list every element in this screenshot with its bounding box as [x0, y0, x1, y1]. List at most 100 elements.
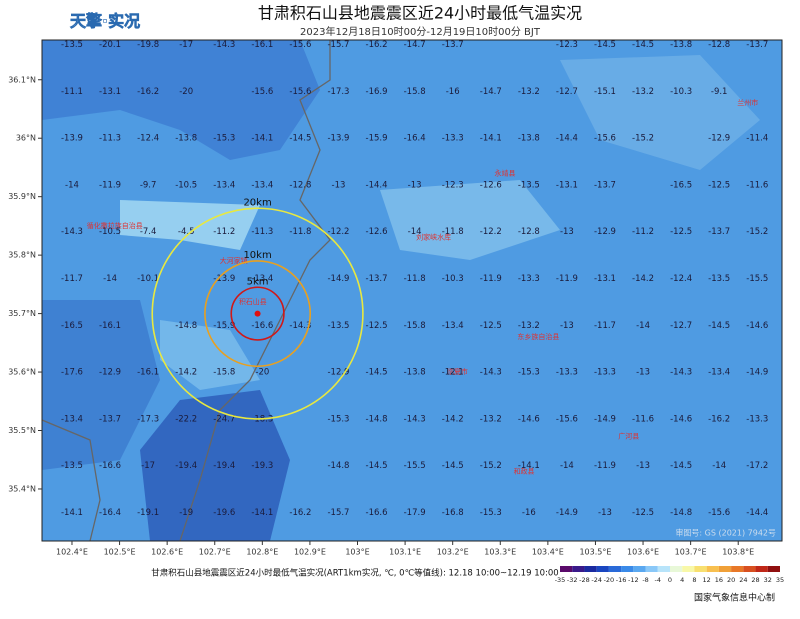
temperature-value: -16.1 — [99, 321, 121, 331]
temperature-value: -12.8 — [289, 180, 311, 190]
temperature-value: -16.6 — [366, 508, 388, 518]
x-tick-label: 102.6°E — [151, 548, 183, 557]
temperature-value: -10.5 — [99, 227, 121, 237]
colorbar-label: -16 — [616, 576, 627, 584]
temperature-value: -10.5 — [175, 180, 197, 190]
temperature-value: -13.3 — [556, 368, 578, 378]
distance-ring — [204, 260, 312, 368]
temperature-value: -15.7 — [327, 40, 349, 50]
temperature-value: -12.3 — [556, 40, 578, 50]
temperature-value: -16 — [522, 508, 536, 518]
colorbar-segment — [608, 566, 622, 572]
x-tick-label: 103.4°E — [532, 548, 564, 557]
x-tick-label: 103.3°E — [484, 548, 516, 557]
temperature-value: -13.7 — [99, 414, 121, 424]
temperature-value: -11.9 — [99, 180, 121, 190]
temperature-value: -16.2 — [289, 508, 311, 518]
temperature-value: -14.1 — [61, 508, 83, 518]
temperature-value: -14 — [712, 461, 726, 471]
temperature-value: -16.1 — [251, 40, 273, 50]
temperature-value: -20.1 — [99, 40, 121, 50]
temperature-value: -16.6 — [251, 321, 273, 331]
temperature-value: -11.9 — [556, 274, 578, 284]
temperature-value: -12.7 — [556, 87, 578, 97]
temperature-value: -13.8 — [175, 134, 197, 144]
y-tick-label: 35.4°N — [8, 484, 36, 493]
y-tick-label: 35.9°N — [8, 192, 36, 201]
ring-label: 20km — [243, 197, 271, 208]
temperature-value: -13.4 — [251, 274, 273, 284]
epicenter — [254, 310, 261, 317]
temperature-value: -14.2 — [632, 274, 654, 284]
temperature-value: -12.2 — [327, 227, 349, 237]
temperature-value: -15.3 — [327, 414, 349, 424]
temperature-value: -13 — [598, 508, 612, 518]
temperature-value: -17.3 — [137, 414, 159, 424]
temperature-value: -14.8 — [175, 321, 197, 331]
temperature-value: -14.1 — [251, 134, 273, 144]
colorbar-segment — [596, 566, 609, 572]
temperature-value: -16.1 — [137, 368, 159, 378]
temperature-value: -17.3 — [327, 87, 349, 97]
place-label: 兰州市 — [737, 98, 758, 107]
temperature-value: -17 — [141, 461, 155, 471]
temperature-value: -17 — [179, 40, 193, 50]
temperature-value: -14 — [65, 180, 79, 190]
temperature-value: -13.1 — [594, 274, 616, 284]
place-label: 东乡族自治县 — [517, 332, 559, 341]
temperature-value: -12.5 — [480, 321, 502, 331]
temperature-value: -13.4 — [442, 321, 464, 331]
temperature-value: -14.2 — [175, 368, 197, 378]
x-tick-label: 102.7°E — [199, 548, 231, 557]
temperature-value: -14.9 — [556, 508, 578, 518]
place-label: 和政县 — [514, 466, 535, 475]
temperature-value: -13.3 — [594, 368, 616, 378]
colorbar-label: -20 — [604, 576, 615, 584]
temperature-value: -15.6 — [594, 134, 616, 144]
place-label: 刘家峡水库 — [416, 233, 451, 242]
colorbar-segment — [657, 566, 670, 572]
colorbar-segment — [584, 566, 597, 572]
temperature-value: -13.7 — [366, 274, 388, 284]
temperature-value: -12.5 — [708, 180, 730, 190]
colorbar-label: -28 — [579, 576, 590, 584]
temperature-value: -15.2 — [746, 227, 768, 237]
temperature-value: -12.8 — [518, 227, 540, 237]
temperature-value: -14.2 — [442, 414, 464, 424]
colorbar-label: 35 — [776, 576, 784, 584]
temperature-value: -4.5 — [178, 227, 195, 237]
temperature-value: -13.9 — [213, 274, 235, 284]
temperature-value: -16.2 — [708, 414, 730, 424]
temperature-value: -14.7 — [404, 40, 426, 50]
temperature-value: -14.9 — [327, 274, 349, 284]
temperature-value: -13.3 — [518, 274, 540, 284]
temperature-value: -13.5 — [518, 180, 540, 190]
temperature-value: -16.9 — [366, 87, 388, 97]
temperature-value: -11.6 — [746, 180, 768, 190]
colorbar-label: -12 — [628, 576, 639, 584]
temperature-value: -11.2 — [213, 227, 235, 237]
temperature-value: -19.4 — [213, 461, 235, 471]
colorbar-label: -35 — [555, 576, 566, 584]
colorbar-label: 24 — [739, 576, 747, 584]
temperature-value: -13.4 — [213, 180, 235, 190]
colorbar-label: 16 — [715, 576, 723, 584]
temperature-value: -11.1 — [61, 87, 83, 97]
temperature-value: -11.9 — [480, 274, 502, 284]
temperature-value: -12.6 — [366, 227, 388, 237]
temperature-value: -13.5 — [327, 321, 349, 331]
x-tick-label: 103.5°E — [579, 548, 611, 557]
colorbar-segment — [682, 566, 695, 572]
temperature-value: -15.8 — [404, 87, 426, 97]
temperature-value: -22.2 — [175, 414, 197, 424]
temperature-value: -12.2 — [480, 227, 502, 237]
temperature-value: -13.7 — [442, 40, 464, 50]
x-tick-label: 103.1°E — [389, 548, 421, 557]
temperature-value: -14 — [560, 461, 574, 471]
temperature-value: -12.9 — [99, 368, 121, 378]
temperature-value: -14.9 — [746, 368, 768, 378]
temperature-value: -12.8 — [708, 40, 730, 50]
temperature-value: -10.3 — [670, 87, 692, 97]
